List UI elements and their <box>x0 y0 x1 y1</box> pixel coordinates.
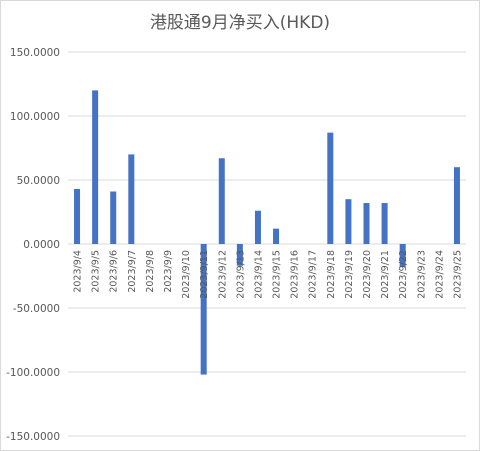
x-tick-label: 2023/9/6 <box>109 250 120 293</box>
y-tick-label: -100.0000 <box>6 367 60 379</box>
bar <box>128 154 135 244</box>
x-tick-label: 2023/9/19 <box>344 250 355 299</box>
bar <box>218 158 225 244</box>
bar <box>110 191 117 244</box>
bar <box>327 132 334 244</box>
x-tick-label: 2023/9/18 <box>326 250 337 299</box>
bar <box>236 244 243 266</box>
bar <box>92 90 99 245</box>
y-tick-label: 150.0000 <box>10 47 60 59</box>
x-tick-label: 2023/9/25 <box>452 250 463 299</box>
y-tick-label: 0.0000 <box>23 239 60 251</box>
x-tick-label: 2023/9/23 <box>416 250 427 299</box>
bar <box>200 244 207 375</box>
bar <box>254 210 261 244</box>
bar <box>453 167 460 244</box>
x-tick-label: 2023/9/4 <box>73 250 84 293</box>
x-tick-label: 2023/9/16 <box>290 250 301 299</box>
x-tick-label: 2023/9/14 <box>253 250 264 299</box>
y-tick-label: -150.0000 <box>6 431 60 443</box>
x-tick-label: 2023/9/8 <box>145 250 156 293</box>
x-tick-label: 2023/9/10 <box>181 250 192 299</box>
x-tick-label: 2023/9/5 <box>91 250 102 293</box>
x-tick-label: 2023/9/17 <box>308 250 319 299</box>
y-axis-tick-labels: 150.0000 100.0000 50.0000 0.0000 -50.0000 -10… <box>6 47 60 443</box>
x-tick-label: 2023/9/7 <box>127 250 138 293</box>
x-tick-label: 2023/9/11 <box>199 250 210 299</box>
bar <box>399 244 406 268</box>
bar <box>345 199 352 244</box>
y-tick-label: 100.0000 <box>10 111 60 123</box>
gridlines <box>68 51 466 437</box>
chart-title: 港股通9月净买入(HKD) <box>149 13 331 33</box>
y-tick-label: 50.0000 <box>17 175 60 187</box>
x-tick-label: 2023/9/15 <box>272 250 283 299</box>
x-tick-label: 2023/9/12 <box>217 250 228 299</box>
bar <box>381 203 388 244</box>
x-axis-tick-labels: 2023/9/4 2023/9/5 2023/9/6 2023/9/7 2023/9/8… <box>73 250 464 299</box>
bar <box>363 203 370 244</box>
bar <box>273 228 280 244</box>
bars <box>74 90 460 375</box>
x-tick-label: 2023/9/24 <box>434 250 445 299</box>
x-tick-label: 2023/9/22 <box>398 250 409 299</box>
x-tick-label: 2023/9/13 <box>235 250 246 299</box>
bar <box>74 188 81 244</box>
x-tick-label: 2023/9/9 <box>163 250 174 293</box>
y-tick-label: -50.0000 <box>13 303 60 315</box>
x-tick-label: 2023/9/20 <box>362 250 373 299</box>
x-tick-label: 2023/9/21 <box>380 250 391 299</box>
